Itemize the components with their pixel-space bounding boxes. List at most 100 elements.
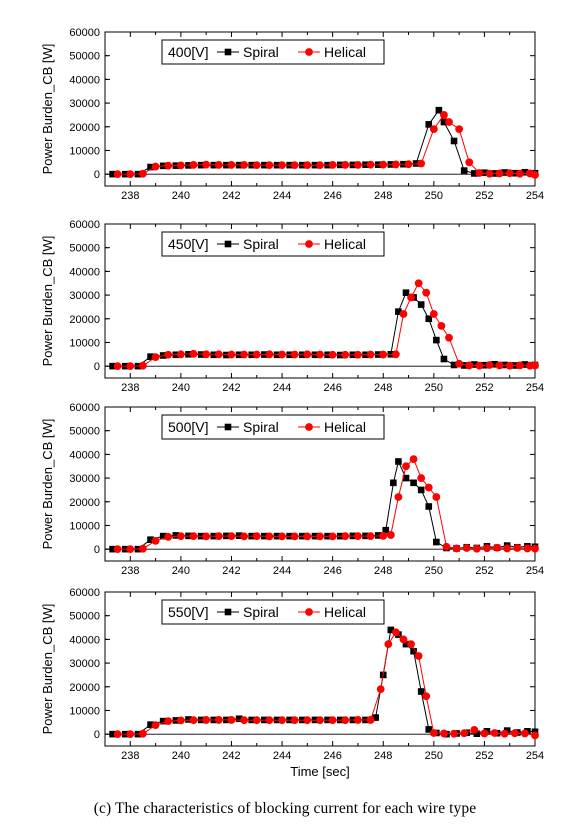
- data-point-helical: [493, 543, 501, 552]
- data-point-helical: [500, 729, 509, 738]
- data-point-helical: [341, 161, 350, 169]
- x-tick-label: 242: [222, 750, 240, 762]
- data-point-helical: [328, 716, 337, 725]
- y-tick-label: 60000: [69, 587, 100, 599]
- data-point-spiral: [410, 647, 417, 655]
- data-point-helical: [290, 161, 299, 170]
- data-point-helical: [151, 721, 160, 730]
- x-tick-label: 252: [475, 382, 493, 394]
- data-point-helical: [151, 353, 160, 362]
- x-tick-label: 250: [425, 190, 443, 202]
- legend: 500[V] Spiral Helical: [161, 414, 385, 440]
- data-point-helical: [391, 160, 400, 169]
- y-tick-label: 60000: [69, 27, 100, 39]
- data-point-helical: [126, 730, 135, 739]
- x-tick-label: 246: [323, 382, 341, 394]
- x-tick-label: 254: [526, 750, 544, 762]
- data-point-helical: [265, 161, 274, 170]
- legend-box: [161, 39, 385, 65]
- legend-marker-spiral: [224, 240, 232, 248]
- y-axis-label: Power Burden_CB [W]: [40, 236, 55, 367]
- legend-label-spiral: Spiral: [243, 44, 279, 60]
- x-tick-label: 238: [121, 382, 139, 394]
- data-point-spiral: [109, 545, 116, 553]
- data-point-helical: [202, 716, 211, 724]
- legend-voltage-label: 450[V]: [168, 236, 208, 252]
- data-point-helical: [176, 161, 185, 170]
- data-point-helical: [341, 716, 350, 725]
- chart-panel-1: 238 240 242 244 246 248 250 252 254 0 10000 20000 30…: [40, 27, 544, 202]
- x-tick-label: 246: [323, 565, 341, 577]
- data-point-spiral: [425, 503, 433, 510]
- x-tick-label: 244: [273, 565, 291, 577]
- data-point-helical: [214, 350, 223, 359]
- x-tick-label: 244: [273, 190, 291, 202]
- data-point-helical: [366, 160, 375, 169]
- y-tick-label: 40000: [69, 74, 100, 86]
- data-point-helical: [113, 545, 122, 554]
- y-tick-label: 10000: [69, 520, 100, 532]
- x-tick-label: 252: [475, 190, 493, 202]
- y-tick-label: 50000: [69, 426, 100, 438]
- y-tick-label: 0: [94, 544, 100, 556]
- data-point-helical: [227, 716, 236, 724]
- data-point-helical: [303, 716, 312, 725]
- legend-marker-helical: [305, 240, 313, 248]
- data-point-helical: [278, 532, 286, 541]
- data-point-spiral: [185, 716, 192, 723]
- y-tick-label: 10000: [69, 337, 100, 349]
- data-point-helical: [391, 350, 400, 359]
- data-point-spiral: [417, 688, 425, 695]
- data-point-helical: [328, 161, 337, 169]
- data-point-spiral: [235, 715, 243, 723]
- y-tick-label: 30000: [69, 290, 100, 302]
- data-point-helical: [126, 545, 135, 554]
- data-point-helical: [139, 729, 147, 738]
- data-point-helical: [126, 362, 135, 371]
- data-point-helical: [417, 474, 426, 482]
- legend-marker-helical: [305, 608, 313, 616]
- plot-frame: [104, 406, 536, 562]
- data-point-helical: [240, 161, 249, 169]
- data-point-spiral: [159, 532, 167, 540]
- data-point-spiral: [172, 532, 180, 539]
- data-point-helical: [422, 288, 431, 297]
- legend-marker-spiral: [224, 608, 232, 616]
- legend-box: [161, 414, 385, 440]
- data-point-helical: [386, 531, 395, 539]
- data-point-helical: [409, 455, 418, 464]
- x-tick-label: 254: [526, 382, 544, 394]
- legend-marker-helical: [305, 423, 313, 431]
- data-point-helical: [391, 628, 400, 637]
- data-point-helical: [531, 361, 539, 370]
- y-axis-label: Power Burden_CB [W]: [40, 44, 55, 175]
- data-point-spiral: [470, 361, 478, 368]
- data-point-spiral: [109, 730, 116, 738]
- data-point-helical: [176, 350, 185, 359]
- data-point-helical: [354, 716, 362, 724]
- x-tick-label: 252: [475, 565, 493, 577]
- data-point-helical: [316, 350, 324, 359]
- data-point-helical: [429, 729, 438, 737]
- data-point-spiral: [387, 626, 395, 634]
- data-point-spiral: [521, 361, 529, 368]
- data-point-spiral: [402, 289, 410, 297]
- y-tick-label: 40000: [69, 449, 100, 461]
- plot-frame: [104, 591, 536, 747]
- legend-box: [161, 599, 385, 625]
- data-point-helical: [495, 169, 504, 178]
- data-point-spiral: [235, 532, 243, 539]
- data-point-spiral: [440, 118, 448, 126]
- data-point-spiral: [417, 301, 425, 308]
- data-point-spiral: [503, 727, 511, 734]
- data-point-spiral: [390, 479, 397, 487]
- data-point-helical: [379, 160, 388, 169]
- data-point-helical: [515, 361, 524, 370]
- data-point-spiral: [374, 532, 382, 539]
- data-point-spiral: [147, 721, 154, 728]
- data-point-helical: [164, 532, 173, 541]
- data-point-helical: [531, 544, 539, 553]
- data-point-spiral: [223, 351, 230, 359]
- data-point-helical: [278, 350, 286, 359]
